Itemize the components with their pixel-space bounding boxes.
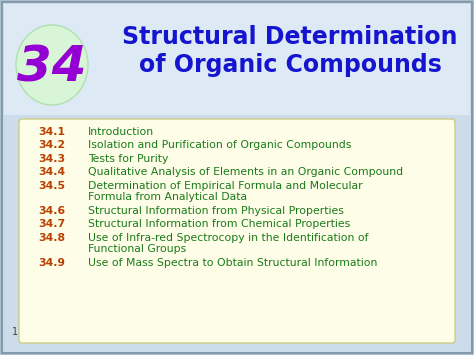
Text: Formula from Analytical Data: Formula from Analytical Data	[88, 192, 247, 202]
Text: Qualitative Analysis of Elements in an Organic Compound: Qualitative Analysis of Elements in an O…	[88, 167, 403, 177]
Ellipse shape	[16, 25, 88, 105]
Text: 34: 34	[17, 43, 87, 91]
Text: 34.1: 34.1	[38, 127, 65, 137]
FancyBboxPatch shape	[4, 4, 470, 115]
Text: Use of Infra-red Spectrocopy in the Identification of: Use of Infra-red Spectrocopy in the Iden…	[88, 233, 368, 242]
Text: Structural Information from Physical Properties: Structural Information from Physical Pro…	[88, 206, 344, 215]
Text: 1: 1	[12, 327, 18, 337]
Text: 34.5: 34.5	[38, 181, 65, 191]
Text: 34.8: 34.8	[38, 233, 65, 242]
Text: Tests for Purity: Tests for Purity	[88, 154, 168, 164]
Text: 34.4: 34.4	[38, 167, 65, 177]
Text: Structural Determination: Structural Determination	[122, 25, 458, 49]
FancyBboxPatch shape	[19, 119, 455, 343]
Text: Structural Information from Chemical Properties: Structural Information from Chemical Pro…	[88, 219, 350, 229]
Text: Determination of Empirical Formula and Molecular: Determination of Empirical Formula and M…	[88, 181, 363, 191]
Text: 34.2: 34.2	[38, 140, 65, 150]
Text: 34.6: 34.6	[38, 206, 65, 215]
Text: 34.7: 34.7	[38, 219, 65, 229]
Text: of Organic Compounds: of Organic Compounds	[138, 53, 441, 77]
Text: 34.9: 34.9	[38, 258, 65, 268]
Text: Isolation and Purification of Organic Compounds: Isolation and Purification of Organic Co…	[88, 140, 351, 150]
Text: 34.3: 34.3	[38, 154, 65, 164]
Text: Functional Groups: Functional Groups	[88, 244, 186, 254]
Text: Use of Mass Spectra to Obtain Structural Information: Use of Mass Spectra to Obtain Structural…	[88, 258, 377, 268]
Text: Introduction: Introduction	[88, 127, 154, 137]
